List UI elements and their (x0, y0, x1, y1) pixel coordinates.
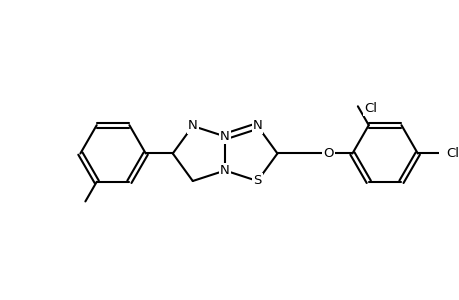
Text: N: N (220, 130, 230, 143)
Text: S: S (253, 175, 261, 188)
Text: N: N (187, 119, 197, 133)
Text: Cl: Cl (364, 102, 376, 115)
Text: O: O (323, 147, 333, 160)
Text: N: N (220, 164, 230, 177)
Text: Cl: Cl (445, 147, 458, 160)
Text: N: N (252, 119, 262, 133)
